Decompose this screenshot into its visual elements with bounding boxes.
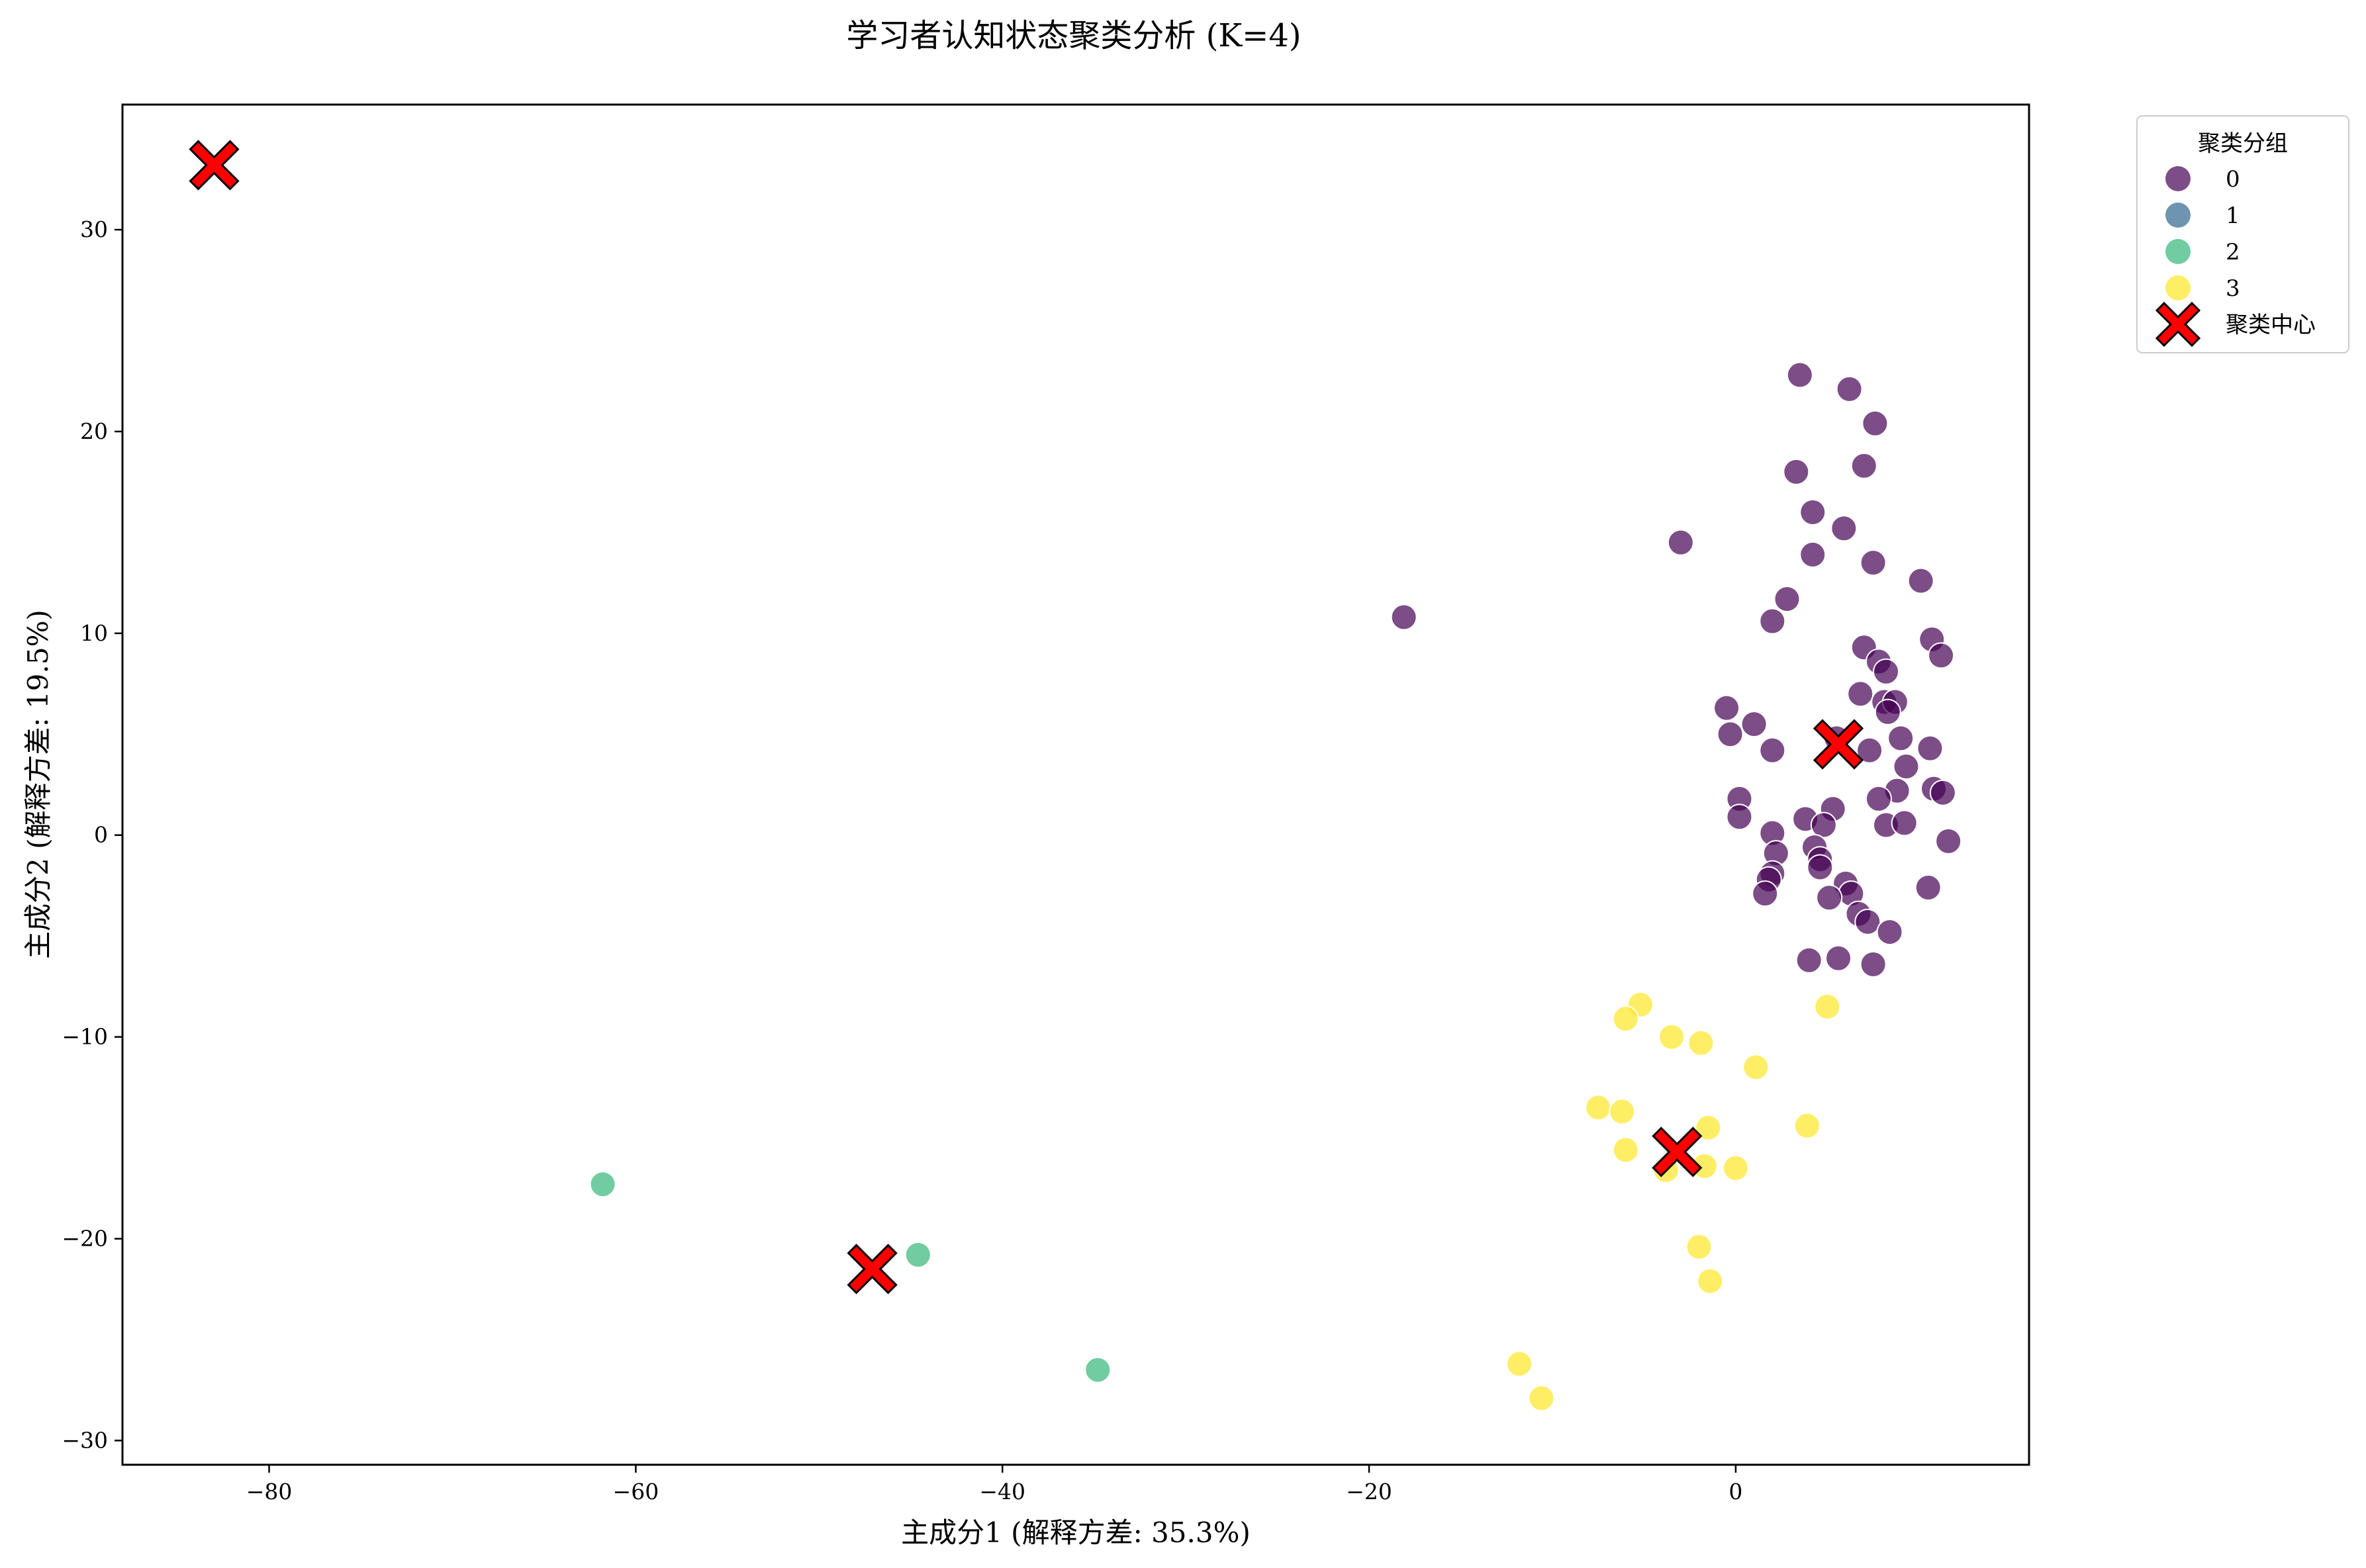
scatter-point-cluster-3 [1722, 1154, 1749, 1181]
scatter-point-cluster-3 [1697, 1268, 1724, 1295]
legend-marker-centers [2155, 301, 2201, 347]
legend-label-0: 0 [2226, 166, 2240, 193]
legend-label-2: 2 [2226, 239, 2240, 265]
legend-marker-1 [2165, 203, 2191, 228]
scatter-point-cluster-0 [1816, 884, 1843, 911]
scatter-point-cluster-3 [1612, 1005, 1639, 1033]
scatter-point-cluster-3 [1685, 1233, 1713, 1260]
y-tick-label: −30 [62, 1427, 108, 1453]
scatter-point-cluster-0 [1799, 541, 1826, 568]
scatter-point-cluster-0 [1860, 549, 1887, 576]
scatter-point-cluster-0 [1856, 737, 1883, 764]
legend-marker-3 [2165, 275, 2191, 300]
x-tick-label: −80 [246, 1479, 293, 1504]
scatter-point-cluster-0 [1928, 642, 1955, 669]
cluster-center-marker [1813, 719, 1864, 770]
y-axis-ticks: −30 −20 −10 0 10 20 30 [62, 216, 122, 1453]
scatter-point-cluster-0 [1915, 874, 1942, 901]
scatter-point-cluster-0 [1799, 498, 1826, 526]
legend-label-1: 1 [2226, 203, 2240, 229]
scatter-point-cluster-0 [1876, 919, 1903, 946]
scatter-point-cluster-0 [1907, 567, 1934, 594]
x-tick-label: −60 [613, 1479, 659, 1504]
y-tick-label: −20 [62, 1226, 108, 1252]
scatter-point-cluster-3 [1612, 1136, 1639, 1164]
scatter-point-cluster-0 [1759, 737, 1786, 764]
scatter-point-cluster-0 [1667, 529, 1694, 556]
scatter-point-cluster-0 [1935, 827, 1962, 854]
y-tick-label: 30 [80, 216, 108, 242]
legend-marker-2 [2165, 239, 2191, 264]
scatter-point-cluster-0 [1893, 753, 1920, 780]
cluster-center-marker [847, 1244, 898, 1295]
legend-marker-0 [2165, 166, 2191, 191]
scatter-point-cluster-0 [1713, 694, 1740, 721]
scatter-point-cluster-0 [1873, 658, 1899, 685]
legend-title: 聚类分组 [2198, 130, 2288, 157]
scatter-point-cluster-0 [1860, 950, 1887, 978]
legend: 聚类分组 0 1 2 3 聚类中心 [2136, 115, 2349, 353]
scatter-point-cluster-0 [1854, 908, 1881, 935]
scatter-point-cluster-0 [1847, 680, 1874, 708]
y-tick-label: 10 [80, 620, 108, 646]
scatter-point-cluster-0 [1740, 711, 1768, 738]
scatter-point-cluster-0 [1929, 779, 1956, 806]
scatter-point-cluster-3 [1506, 1350, 1533, 1377]
scatter-point-cluster-0 [1830, 515, 1858, 542]
scatter-point-cluster-0 [1916, 735, 1944, 762]
scatter-point-cluster-0 [1717, 721, 1744, 748]
scatter-point-cluster-3 [1695, 1114, 1722, 1141]
scatter-point-cluster-3 [1585, 1094, 1612, 1121]
scatter-point-cluster-0 [1786, 361, 1813, 389]
scatter-point-cluster-3 [1793, 1112, 1821, 1139]
scatter-point-cluster-0 [1390, 604, 1417, 631]
scatter-point-cluster-0 [1795, 946, 1822, 974]
chart-title: 学习者认知状态聚类分析 (K=4) [846, 17, 1301, 54]
cluster-centers [189, 140, 1864, 1295]
scatter-point-cluster-0 [1759, 608, 1786, 635]
scatter-point-cluster-0 [1865, 785, 1892, 812]
scatter-point-cluster-0 [1850, 452, 1877, 479]
scatter-point-cluster-0 [1807, 854, 1834, 881]
scatter-point-cluster-3 [1687, 1029, 1715, 1056]
x-axis-ticks: −80 −60 −40 −20 0 [246, 1465, 1742, 1504]
scatter-point-cluster-0 [1752, 880, 1779, 907]
scatter-point-cluster-0 [1862, 410, 1889, 437]
scatter-point-cluster-0 [1874, 698, 1901, 725]
x-tick-label: −40 [979, 1479, 1025, 1504]
scatter-point-cluster-0 [1836, 375, 1863, 402]
x-tick-label: 0 [1728, 1479, 1742, 1504]
cluster-center-marker [189, 140, 240, 191]
scatter-point-cluster-0 [1887, 725, 1915, 752]
x-tick-label: −20 [1346, 1479, 1392, 1504]
scatter-point-cluster-3 [1528, 1385, 1555, 1412]
scatter-point-cluster-0 [1783, 458, 1810, 485]
scatter-point-cluster-2 [1084, 1356, 1112, 1383]
y-tick-label: −10 [62, 1024, 108, 1050]
scatter-point-cluster-3 [1814, 993, 1841, 1020]
scatter-point-cluster-2 [904, 1241, 931, 1268]
data-points [589, 361, 1962, 1412]
y-tick-label: 0 [94, 822, 108, 848]
scatter-point-cluster-0 [1810, 811, 1837, 839]
plot-area-frame [121, 103, 2030, 1466]
y-axis-label: 主成分2 (解释方差: 19.5%) [22, 610, 54, 959]
legend-label-3: 3 [2226, 275, 2240, 302]
scatter-point-cluster-0 [1825, 945, 1852, 972]
scatter-point-cluster-0 [1726, 804, 1753, 831]
x-axis-label: 主成分1 (解释方差: 35.3%) [901, 1516, 1251, 1549]
scatter-point-cluster-3 [1658, 1023, 1685, 1050]
cluster-center-marker [1652, 1127, 1703, 1177]
legend-label-centers: 聚类中心 [2226, 312, 2316, 338]
scatter-point-cluster-2 [589, 1171, 616, 1198]
scatter-point-cluster-0 [1774, 585, 1801, 612]
scatter-point-cluster-0 [1891, 809, 1918, 837]
scatter-point-cluster-3 [1609, 1098, 1636, 1125]
scatter-point-cluster-3 [1742, 1054, 1770, 1081]
y-tick-label: 20 [80, 418, 108, 444]
